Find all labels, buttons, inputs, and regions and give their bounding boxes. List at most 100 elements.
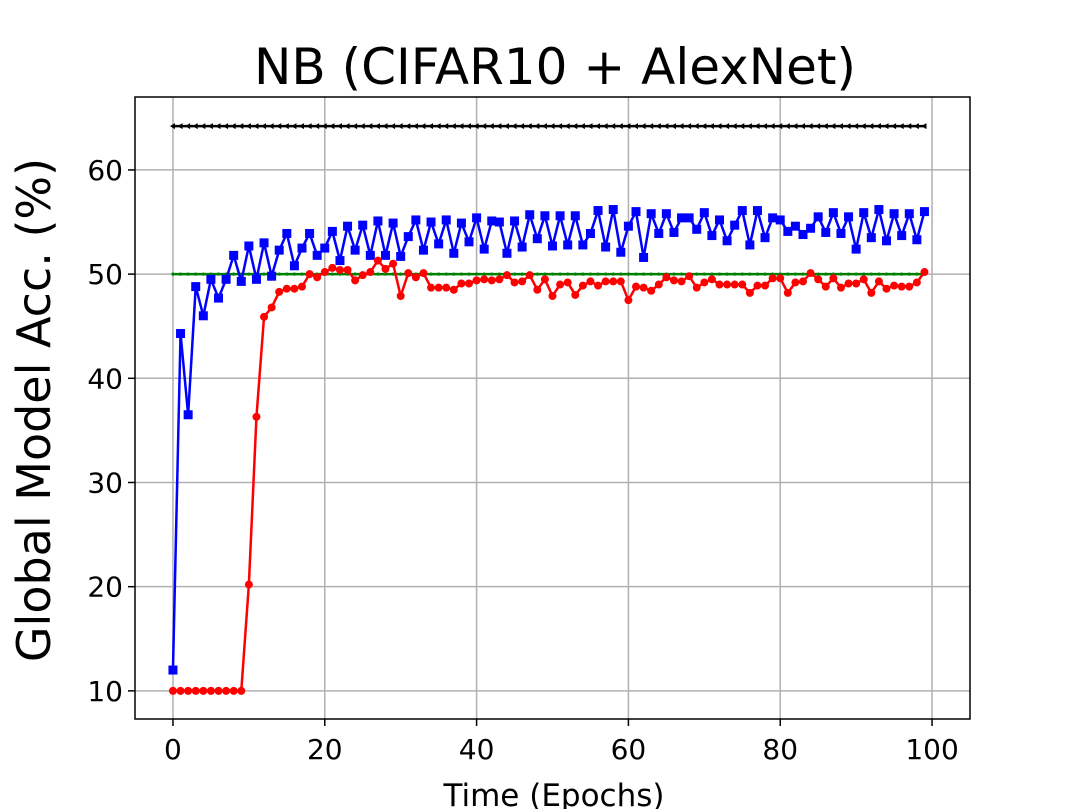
marker [201, 272, 205, 276]
marker [892, 272, 896, 276]
marker [867, 288, 876, 297]
marker [900, 272, 904, 276]
marker [912, 278, 921, 287]
series-line [172, 258, 926, 693]
marker [168, 686, 177, 695]
marker [292, 272, 297, 276]
marker [535, 272, 539, 276]
marker [389, 259, 398, 268]
marker [707, 231, 717, 241]
marker [373, 216, 383, 226]
marker [517, 242, 527, 252]
marker [397, 123, 403, 130]
marker [640, 123, 646, 130]
marker [299, 123, 304, 130]
marker [579, 123, 585, 130]
marker [760, 233, 770, 243]
marker [223, 123, 229, 130]
marker [441, 215, 451, 225]
marker [525, 210, 535, 220]
marker [420, 123, 426, 130]
marker [487, 216, 497, 226]
marker [824, 272, 828, 276]
marker [520, 272, 524, 276]
marker [846, 272, 851, 276]
marker [588, 272, 593, 276]
marker [390, 123, 396, 130]
marker [897, 282, 906, 291]
marker [906, 123, 912, 130]
marker [391, 272, 395, 276]
marker [275, 287, 284, 296]
marker [889, 209, 899, 219]
marker [585, 228, 595, 238]
x-axis-label: Time (Epochs) [443, 778, 665, 809]
marker [443, 123, 449, 130]
marker [740, 272, 744, 276]
marker [472, 276, 481, 285]
marker [466, 123, 471, 130]
marker [487, 276, 496, 285]
marker [216, 272, 221, 276]
marker [563, 240, 573, 250]
marker [259, 238, 269, 248]
marker [844, 212, 854, 222]
marker [594, 281, 603, 290]
marker [282, 284, 291, 293]
marker [786, 272, 790, 276]
marker [236, 276, 246, 286]
marker [185, 123, 191, 130]
marker [298, 282, 306, 291]
marker [444, 272, 448, 276]
marker [913, 123, 919, 130]
x-tick-label: 80 [762, 733, 798, 766]
marker [904, 209, 914, 219]
marker [177, 123, 183, 130]
marker [581, 272, 585, 276]
marker [798, 230, 808, 240]
marker [510, 216, 520, 226]
marker [669, 227, 679, 237]
marker [206, 686, 215, 695]
marker [844, 279, 853, 288]
marker [851, 244, 861, 254]
marker [200, 123, 206, 130]
marker [919, 207, 929, 217]
marker [868, 123, 874, 130]
marker [631, 207, 641, 217]
marker [730, 220, 740, 230]
marker [699, 208, 709, 218]
marker [253, 123, 259, 130]
marker [396, 291, 405, 300]
marker [763, 272, 767, 276]
marker [497, 272, 501, 276]
marker [768, 274, 777, 283]
series [169, 123, 927, 130]
marker [783, 226, 793, 236]
marker [739, 123, 745, 130]
marker [882, 284, 891, 293]
marker [215, 123, 221, 130]
marker [604, 272, 608, 276]
marker [458, 123, 464, 130]
marker [915, 272, 919, 276]
marker [353, 272, 357, 276]
marker [601, 242, 611, 252]
marker [411, 273, 420, 282]
x-tick-label: 20 [307, 733, 343, 766]
marker [724, 123, 730, 130]
marker [305, 228, 315, 238]
marker [558, 272, 562, 276]
marker [488, 123, 494, 130]
marker [647, 286, 656, 295]
marker [836, 228, 846, 238]
marker [412, 123, 418, 130]
marker [555, 211, 565, 221]
marker [716, 123, 722, 130]
marker [639, 252, 649, 262]
marker [427, 283, 436, 292]
y-tick-label: 10 [87, 675, 123, 708]
marker [366, 268, 375, 277]
marker [814, 275, 823, 284]
marker [609, 277, 618, 286]
